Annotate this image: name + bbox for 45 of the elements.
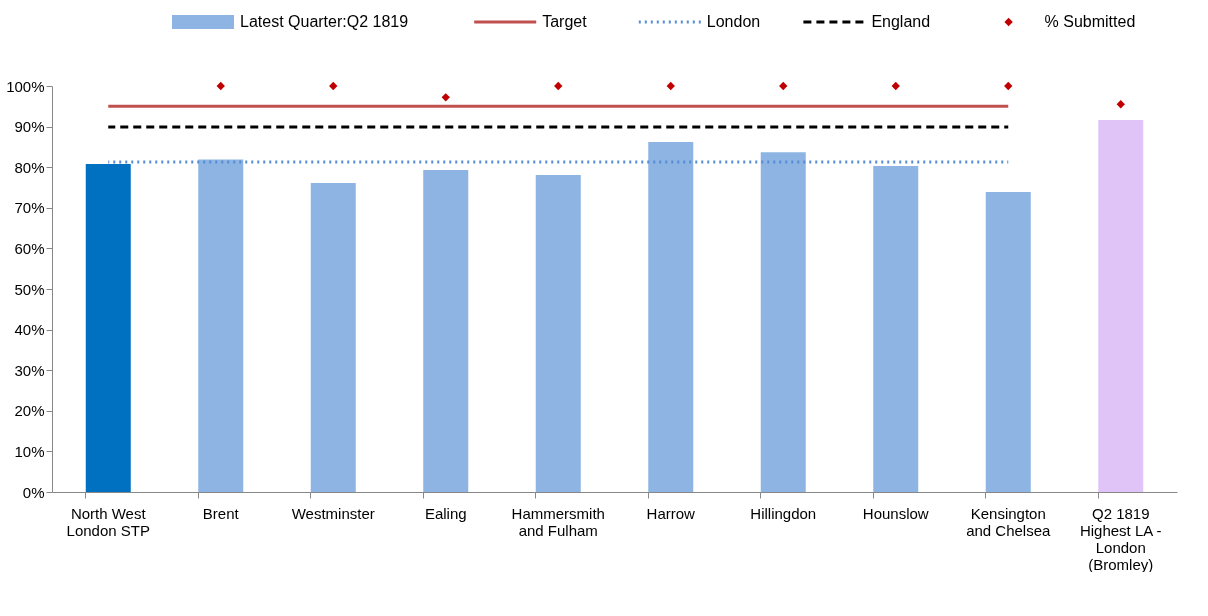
point bbox=[554, 81, 563, 91]
x-tick-label: Westminster bbox=[291, 504, 375, 522]
y-tick-label: 50% bbox=[14, 280, 45, 298]
bar bbox=[873, 165, 919, 492]
y-tick-label: 20% bbox=[14, 402, 45, 420]
x-tick-label: North West London STP bbox=[66, 504, 150, 539]
y-tick-label: 100% bbox=[6, 77, 45, 95]
x-tick-label: Ealing bbox=[424, 504, 467, 522]
bar bbox=[1098, 120, 1144, 492]
bar bbox=[648, 142, 694, 492]
bar bbox=[85, 163, 131, 492]
x-tick-label: Brent bbox=[202, 504, 240, 522]
point bbox=[1004, 81, 1013, 91]
x-tick-label: Q2 1819 Highest LA - London (Bromley) bbox=[1079, 504, 1162, 573]
bar bbox=[310, 183, 356, 492]
bar bbox=[198, 159, 244, 492]
y-tick-label: 80% bbox=[14, 158, 45, 176]
point bbox=[1116, 100, 1125, 109]
bar bbox=[760, 152, 806, 492]
legend-label: England bbox=[871, 13, 931, 30]
x-tick-label: Hammersmith and Fulham bbox=[511, 504, 605, 539]
point bbox=[329, 81, 338, 91]
y-tick-label: 60% bbox=[14, 239, 45, 257]
legend-label: London bbox=[706, 13, 761, 30]
y-tick-label: 70% bbox=[14, 199, 45, 217]
point bbox=[779, 81, 788, 91]
legend-label: % Submitted bbox=[1044, 13, 1136, 30]
point bbox=[891, 81, 900, 91]
bar bbox=[535, 174, 581, 492]
y-tick-label: 30% bbox=[14, 361, 45, 379]
y-tick-label: 10% bbox=[14, 442, 45, 460]
bar bbox=[985, 191, 1031, 492]
point bbox=[441, 93, 450, 102]
bar bbox=[423, 170, 469, 492]
legend-label: Latest Quarter:Q2 1819 bbox=[240, 13, 409, 30]
x-tick-label: Kensington and Chelsea bbox=[966, 504, 1052, 539]
x-tick-label: Harrow bbox=[646, 504, 696, 522]
point bbox=[216, 81, 225, 91]
y-tick-label: 90% bbox=[14, 118, 45, 136]
x-tick-label: Hillingdon bbox=[750, 504, 817, 522]
y-tick-label: 0% bbox=[22, 483, 45, 501]
point bbox=[666, 81, 675, 91]
y-tick-label: 40% bbox=[14, 321, 45, 339]
x-tick-label: Hounslow bbox=[862, 504, 929, 522]
legend-label: Target bbox=[542, 13, 588, 30]
